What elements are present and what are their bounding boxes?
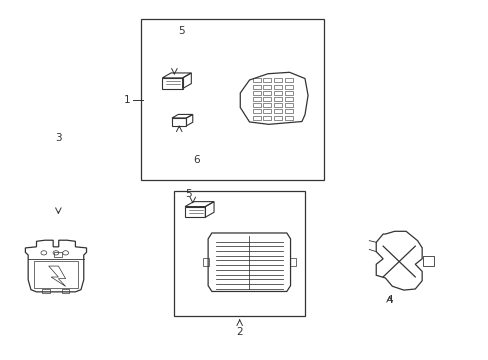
Bar (285, 109, 292, 113)
Bar (61, 289, 69, 293)
Bar (274, 116, 282, 120)
Bar (274, 109, 282, 113)
Bar (263, 97, 271, 101)
Bar (252, 91, 260, 95)
Bar (42, 289, 50, 293)
Text: 5: 5 (178, 26, 184, 36)
Bar (252, 85, 260, 89)
Bar (274, 103, 282, 107)
Bar (285, 97, 292, 101)
Bar (263, 116, 271, 120)
Bar (274, 97, 282, 101)
Bar (263, 85, 271, 89)
Text: 5: 5 (185, 189, 192, 199)
Bar (263, 78, 271, 82)
Text: 3: 3 (55, 133, 61, 143)
Bar (252, 109, 260, 113)
Bar (422, 256, 433, 266)
Bar (274, 78, 282, 82)
Bar (203, 258, 208, 266)
Bar (263, 91, 271, 95)
Bar (53, 252, 62, 257)
Bar (285, 91, 292, 95)
Bar (289, 258, 295, 266)
Bar (252, 78, 260, 82)
Text: 2: 2 (236, 327, 243, 337)
Text: 1: 1 (124, 95, 131, 105)
Bar (285, 103, 292, 107)
Bar (285, 85, 292, 89)
Bar (252, 116, 260, 120)
Bar (274, 85, 282, 89)
Bar (263, 109, 271, 113)
Bar (274, 91, 282, 95)
Bar (252, 97, 260, 101)
Bar (174, 191, 305, 316)
Bar (34, 261, 78, 288)
Bar (285, 78, 292, 82)
Bar (263, 103, 271, 107)
Text: 4: 4 (386, 295, 392, 305)
Bar (140, 19, 324, 180)
Bar (252, 103, 260, 107)
Text: 6: 6 (192, 155, 199, 165)
Bar (285, 116, 292, 120)
